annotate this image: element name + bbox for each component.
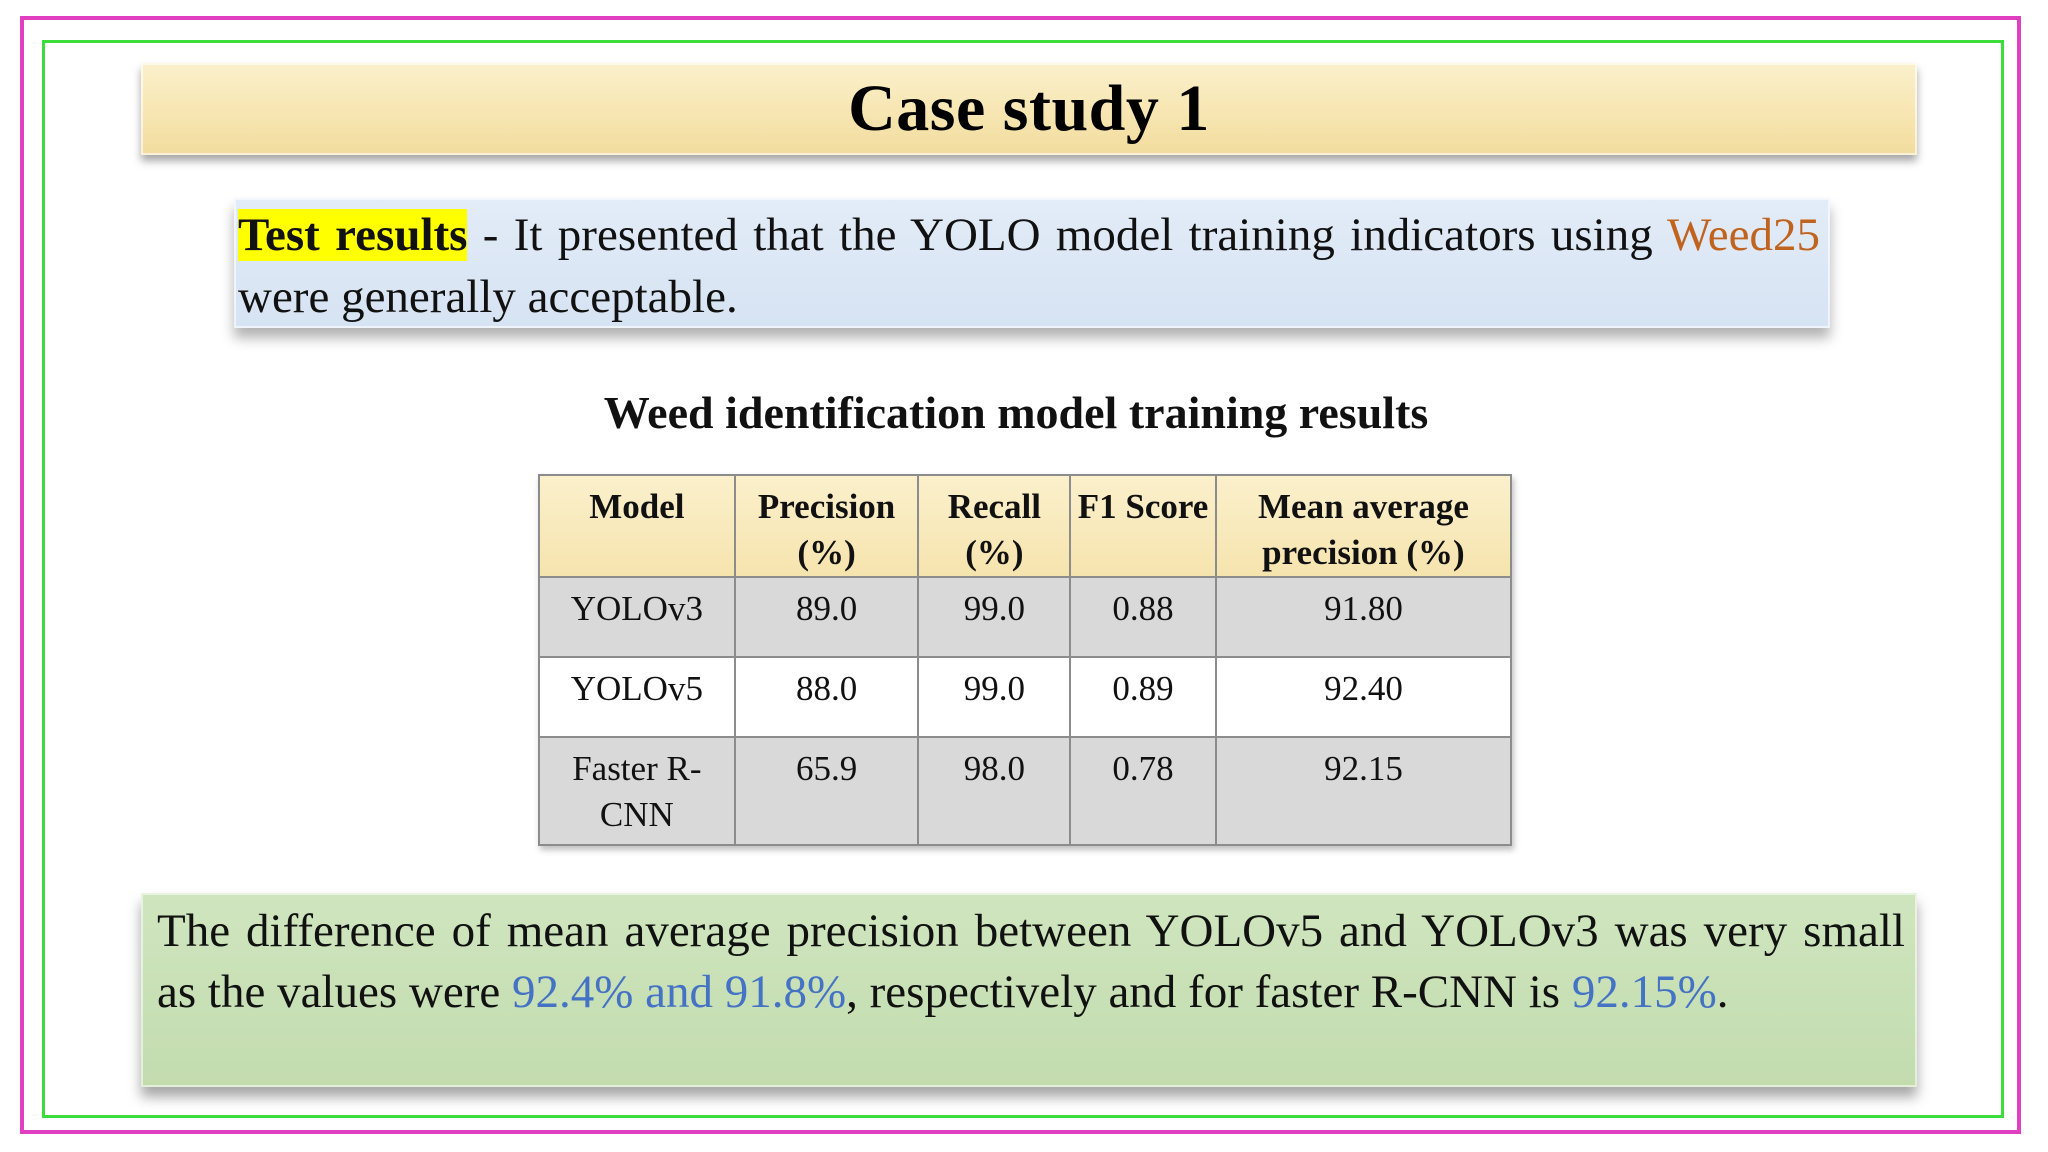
header-recall: Recall (%) [917,474,1072,578]
cell-recall: 99.0 [917,656,1072,738]
cell-f1: 0.89 [1069,656,1217,738]
header-precision: Precision (%) [733,474,920,578]
cell-map: 92.15 [1214,736,1513,846]
summary-paragraph: The difference of mean average precision… [157,901,1905,1023]
table-title: Weed identification model training resul… [0,386,2048,439]
summary-text-2: , respectively and for faster R-CNN is [846,966,1572,1018]
table-title-text: Weed identification model training resul… [603,387,1429,438]
header-mean-average-precision: Mean average precision (%) [1214,474,1513,578]
cell-map: 92.40 [1214,656,1513,738]
table-header-row: Model Precision (%) Recall (%) F1 Score … [538,474,1513,578]
summary-box: The difference of mean average precision… [141,893,1917,1087]
test-results-text-before: - It presented that the YOLO model train… [467,209,1668,261]
table-row: YOLOv5 88.0 99.0 0.89 92.40 [538,656,1513,738]
dataset-name: Weed25 [1667,209,1820,261]
summary-text-3: . [1716,966,1729,1018]
slide-outer-frame [20,16,2021,1134]
cell-f1: 0.78 [1069,736,1217,846]
cell-model: YOLOv3 [538,576,736,658]
summary-text-1: The difference of mean average precision… [157,905,1905,1018]
table-row: Faster R-CNN 65.9 98.0 0.78 92.15 [538,736,1513,846]
cell-f1: 0.88 [1069,576,1217,658]
test-results-text-after: were generally acceptable. [238,271,738,323]
test-results-label: Test results [238,209,468,261]
test-results-paragraph: Test results - It presented that the YOL… [238,204,1820,328]
header-f1-score: F1 Score [1069,474,1217,578]
test-results-box: Test results - It presented that the YOL… [234,198,1830,328]
cell-precision: 88.0 [733,656,920,738]
summary-highlight-values: 92.4% and 91.8% [511,966,847,1018]
cell-precision: 65.9 [733,736,920,846]
header-model: Model [538,474,736,578]
cell-recall: 98.0 [917,736,1072,846]
cell-model: Faster R-CNN [538,736,736,846]
cell-precision: 89.0 [733,576,920,658]
summary-highlight-rcnn: 92.15% [1571,966,1717,1018]
results-table: Model Precision (%) Recall (%) F1 Score … [538,474,1513,846]
cell-map: 91.80 [1214,576,1513,658]
slide-title: Case study 1 [848,72,1210,145]
table-row: YOLOv3 89.0 99.0 0.88 91.80 [538,576,1513,658]
cell-recall: 99.0 [917,576,1072,658]
title-banner: Case study 1 [141,63,1917,155]
slide-inner-frame [42,40,2004,1118]
cell-model: YOLOv5 [538,656,736,738]
